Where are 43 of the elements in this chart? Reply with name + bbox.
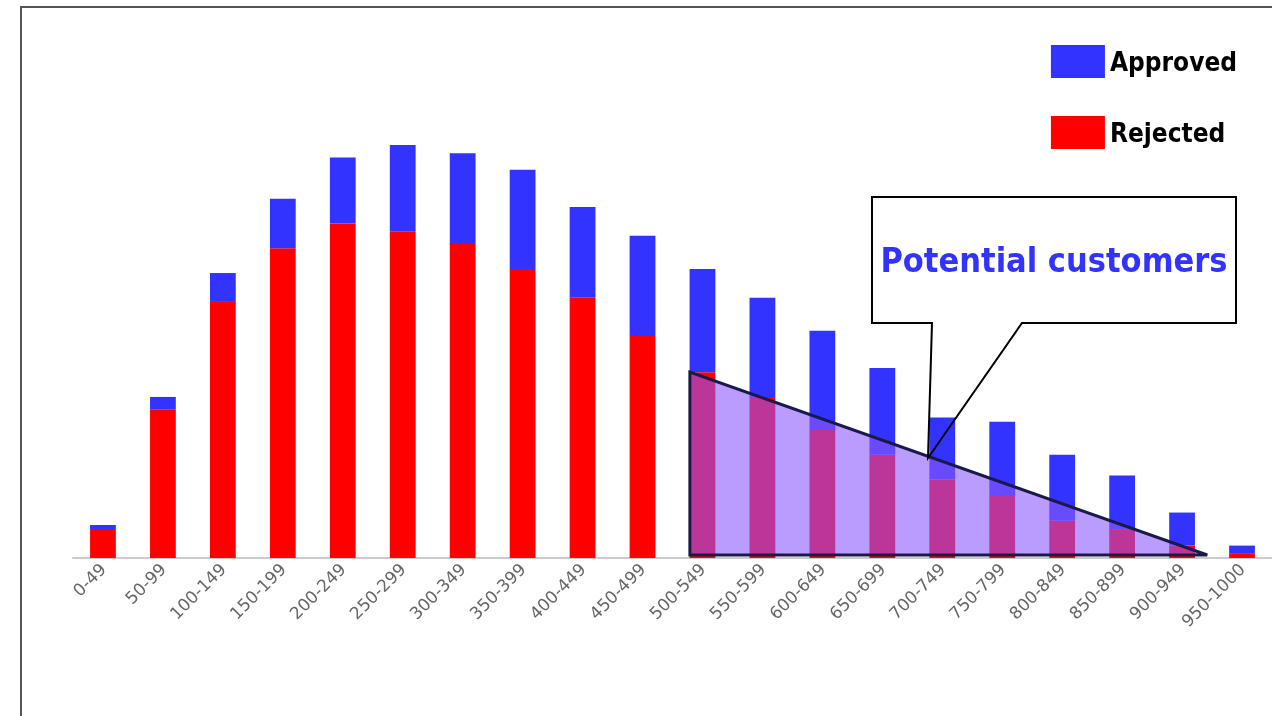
bar <box>989 496 1016 558</box>
bar <box>929 479 956 558</box>
bar <box>329 157 356 224</box>
bar <box>869 454 896 558</box>
bar <box>1109 475 1136 530</box>
bar <box>209 301 236 558</box>
bar <box>689 268 716 373</box>
bar <box>1169 512 1195 546</box>
bar <box>449 244 476 558</box>
bar <box>269 248 296 558</box>
bar <box>629 334 656 558</box>
bar <box>569 297 596 558</box>
bar <box>90 529 116 558</box>
bar <box>1229 545 1255 554</box>
bar <box>90 524 116 530</box>
bar <box>809 429 836 558</box>
bar <box>449 153 476 245</box>
bar <box>809 330 836 430</box>
bar <box>150 409 176 558</box>
bar <box>509 268 536 558</box>
bar <box>869 368 896 455</box>
bar <box>749 297 776 397</box>
bar <box>389 145 416 232</box>
bar <box>629 235 656 335</box>
bar <box>329 223 356 558</box>
bar <box>1169 545 1195 558</box>
annotation: Potential customers <box>879 239 1229 282</box>
bar <box>689 372 716 558</box>
bar <box>1229 553 1255 558</box>
bar <box>209 273 236 302</box>
bar <box>1049 520 1076 558</box>
legend-label: Rejected <box>1109 117 1226 148</box>
bar <box>569 206 596 298</box>
bar <box>749 396 776 558</box>
bar <box>269 198 296 249</box>
bar <box>389 231 416 558</box>
bar <box>929 417 956 480</box>
bar <box>509 169 536 269</box>
legend-label: Approved <box>1109 46 1238 77</box>
bar <box>1109 529 1136 558</box>
bar <box>150 396 176 410</box>
bar <box>1049 454 1076 521</box>
bar <box>989 421 1016 497</box>
